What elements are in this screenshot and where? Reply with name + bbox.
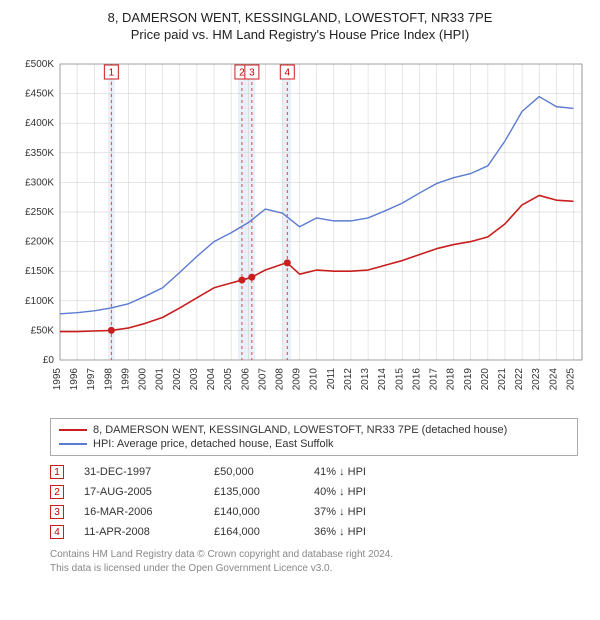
footnote-line-2: This data is licensed under the Open Gov… [50, 562, 578, 576]
svg-text:2023: 2023 [531, 368, 542, 391]
svg-text:£200K: £200K [25, 237, 54, 248]
svg-text:2012: 2012 [343, 368, 354, 391]
sales-table: 1 31-DEC-1997 £50,000 41% ↓ HPI 2 17-AUG-2005… [50, 462, 578, 542]
sale-row: 1 31-DEC-1997 £50,000 41% ↓ HPI [50, 462, 578, 482]
svg-text:1998: 1998 [103, 368, 114, 391]
svg-text:2019: 2019 [463, 368, 474, 391]
svg-text:1999: 1999 [120, 368, 131, 391]
svg-text:£300K: £300K [25, 177, 54, 188]
svg-text:£450K: £450K [25, 89, 54, 100]
svg-text:2025: 2025 [565, 368, 576, 391]
svg-text:2020: 2020 [480, 368, 491, 391]
legend-swatch [59, 443, 87, 445]
svg-text:£0: £0 [43, 355, 55, 366]
svg-text:1995: 1995 [52, 368, 63, 391]
svg-text:1: 1 [109, 68, 115, 79]
svg-text:2022: 2022 [514, 368, 525, 391]
sale-row: 3 16-MAR-2006 £140,000 37% ↓ HPI [50, 502, 578, 522]
svg-text:£50K: £50K [31, 325, 55, 336]
legend-item: 8, DAMERSON WENT, KESSINGLAND, LOWESTOFT… [59, 423, 569, 437]
svg-text:£400K: £400K [25, 118, 54, 129]
sale-marker: 4 [50, 525, 64, 539]
svg-text:2005: 2005 [223, 368, 234, 391]
svg-text:2007: 2007 [257, 368, 268, 391]
sale-date: 16-MAR-2006 [84, 506, 194, 518]
legend-swatch [59, 429, 87, 431]
sale-price: £50,000 [214, 466, 294, 478]
title-block: 8, DAMERSON WENT, KESSINGLAND, LOWESTOFT… [10, 10, 590, 42]
sale-marker: 3 [50, 505, 64, 519]
chart-area: £0 £50K £100K £150K £200K £250K £300K £350K £400… [10, 50, 590, 410]
legend-item: HPI: Average price, detached house, East… [59, 437, 569, 451]
svg-text:£500K: £500K [25, 59, 54, 70]
line-chart: £0 £50K £100K £150K £200K £250K £300K £350K £400… [10, 50, 590, 410]
svg-text:2004: 2004 [206, 368, 217, 391]
svg-text:2015: 2015 [394, 368, 405, 391]
svg-text:2009: 2009 [292, 368, 303, 391]
svg-text:2: 2 [239, 68, 245, 79]
svg-text:2006: 2006 [240, 368, 251, 391]
svg-text:2003: 2003 [189, 368, 200, 391]
svg-text:2008: 2008 [274, 368, 285, 391]
svg-text:2018: 2018 [446, 368, 457, 391]
sale-row: 4 11-APR-2008 £164,000 36% ↓ HPI [50, 522, 578, 542]
legend-label: 8, DAMERSON WENT, KESSINGLAND, LOWESTOFT… [93, 424, 507, 436]
sale-price: £164,000 [214, 526, 294, 538]
svg-text:3: 3 [249, 68, 255, 79]
footnote-line-1: Contains HM Land Registry data © Crown c… [50, 548, 578, 562]
sale-price: £140,000 [214, 506, 294, 518]
svg-text:2021: 2021 [497, 368, 508, 391]
sale-price: £135,000 [214, 486, 294, 498]
svg-text:2011: 2011 [326, 368, 337, 390]
svg-text:2017: 2017 [429, 368, 440, 391]
svg-text:2024: 2024 [548, 368, 559, 391]
sale-marker: 2 [50, 485, 64, 499]
sale-marker: 1 [50, 465, 64, 479]
svg-text:£100K: £100K [25, 296, 54, 307]
svg-text:1997: 1997 [86, 368, 97, 391]
svg-text:2013: 2013 [360, 368, 371, 391]
svg-text:2000: 2000 [138, 368, 149, 391]
footnote: Contains HM Land Registry data © Crown c… [50, 548, 578, 575]
svg-text:4: 4 [285, 68, 291, 79]
svg-text:£150K: £150K [25, 266, 54, 277]
svg-text:2001: 2001 [155, 368, 166, 391]
svg-text:2014: 2014 [377, 368, 388, 391]
sale-date: 31-DEC-1997 [84, 466, 194, 478]
legend: 8, DAMERSON WENT, KESSINGLAND, LOWESTOFT… [50, 418, 578, 456]
chart-title-address: 8, DAMERSON WENT, KESSINGLAND, LOWESTOFT… [10, 10, 590, 25]
svg-text:2016: 2016 [411, 368, 422, 391]
sale-row: 2 17-AUG-2005 £135,000 40% ↓ HPI [50, 482, 578, 502]
sale-date: 17-AUG-2005 [84, 486, 194, 498]
svg-text:£350K: £350K [25, 148, 54, 159]
sale-diff: 41% ↓ HPI [314, 466, 366, 478]
sale-date: 11-APR-2008 [84, 526, 194, 538]
svg-text:2002: 2002 [172, 368, 183, 391]
sale-diff: 36% ↓ HPI [314, 526, 366, 538]
svg-text:2010: 2010 [309, 368, 320, 391]
svg-text:£250K: £250K [25, 207, 54, 218]
sale-diff: 40% ↓ HPI [314, 486, 366, 498]
sale-diff: 37% ↓ HPI [314, 506, 366, 518]
legend-label: HPI: Average price, detached house, East… [93, 438, 334, 450]
svg-text:1996: 1996 [69, 368, 80, 391]
chart-subtitle: Price paid vs. HM Land Registry's House … [10, 27, 590, 42]
